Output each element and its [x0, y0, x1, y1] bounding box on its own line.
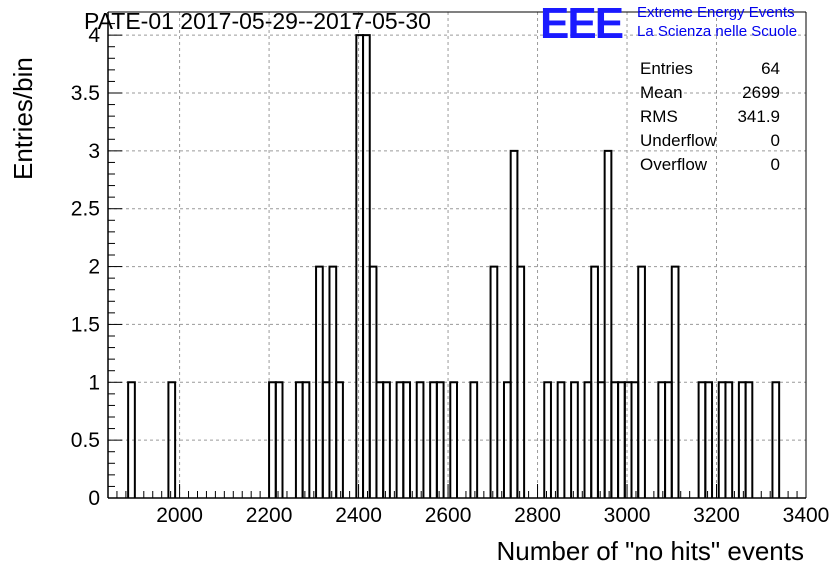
histogram-bin	[670, 265, 680, 498]
histogram-bin	[744, 381, 754, 498]
stats-box: Entries 64 Mean 2699 RMS 341.9 Underflow 0 O…	[640, 58, 780, 178]
logo-line-2: La Scienza nelle Scuole	[637, 23, 798, 40]
x-tick-label: 2000	[156, 504, 203, 527]
x-axis-label: Number of "no hits" events	[496, 536, 805, 566]
histogram-bin	[516, 265, 526, 498]
stat-value: 0	[770, 155, 780, 174]
logo-caption: Extreme Energy Events La Scienza nelle S…	[637, 3, 797, 41]
histogram-bin	[435, 381, 445, 498]
stat-label: Entries	[640, 59, 693, 78]
histogram-bin	[382, 381, 391, 498]
histogram-bin	[543, 381, 552, 498]
histogram-bin	[489, 265, 499, 498]
stat-label: Overflow	[640, 155, 708, 174]
stat-entries: Entries 64	[640, 58, 780, 82]
stat-value: 341.9	[737, 107, 780, 126]
y-tick-label: 2	[88, 256, 100, 279]
stat-value: 2699	[742, 83, 780, 102]
x-tick-label: 2600	[425, 504, 472, 527]
y-tick-label: 0	[88, 487, 100, 510]
x-axis-ticks: 2000 2200 2400 2600 2800 3000 3200 3400	[116, 484, 830, 527]
stat-label: Underflow	[640, 131, 717, 150]
histogram-bin	[301, 381, 311, 498]
histogram-bin	[771, 381, 781, 498]
histogram-bin	[469, 381, 479, 498]
x-tick-label: 3000	[604, 504, 651, 527]
y-tick-label: 2.5	[71, 198, 100, 221]
histogram-bin	[335, 381, 344, 498]
stat-label: RMS	[640, 107, 678, 126]
stat-mean: Mean 2699	[640, 82, 780, 106]
y-tick-label: 1.5	[71, 313, 100, 336]
histogram-bin	[449, 381, 458, 498]
histogram-bars	[127, 34, 781, 498]
stat-value: 0	[770, 131, 780, 150]
histogram-bin	[274, 381, 284, 498]
histogram-bin	[167, 381, 177, 498]
chart-title: PATE-01 2017-05-29--2017-05-30	[84, 8, 431, 34]
y-axis-ticks: 0 0.5 1 1.5 2 2.5 3 3.5 4	[71, 11, 122, 510]
y-tick-label: 0.5	[71, 429, 100, 452]
y-axis-label: Entries/bin	[8, 57, 38, 180]
histogram-bin	[570, 381, 579, 498]
histogram-bin	[415, 381, 425, 498]
histogram-bin	[402, 381, 412, 498]
histogram-bin	[724, 381, 734, 498]
histogram-bin	[704, 381, 714, 498]
histogram-bin	[556, 381, 566, 498]
stat-rms: RMS 341.9	[640, 106, 780, 130]
x-tick-label: 3200	[693, 504, 740, 527]
histogram-bin	[603, 149, 613, 498]
x-tick-label: 3400	[783, 504, 830, 527]
y-tick-label: 3.5	[71, 82, 100, 105]
eee-logo: EEE	[540, 0, 624, 48]
stat-value: 64	[761, 59, 780, 78]
x-tick-label: 2400	[335, 504, 382, 527]
y-tick-label: 4	[88, 24, 100, 47]
histogram-bin	[637, 265, 646, 498]
stat-underflow: Underflow 0	[640, 130, 780, 154]
y-tick-label: 1	[88, 371, 100, 394]
stat-overflow: Overflow 0	[640, 154, 780, 178]
y-tick-label: 3	[88, 140, 100, 163]
stat-label: Mean	[640, 83, 683, 102]
histogram-bin	[127, 381, 136, 498]
logo-line-1: Extreme Energy Events	[637, 4, 795, 21]
x-tick-label: 2800	[514, 504, 561, 527]
x-tick-label: 2200	[246, 504, 293, 527]
